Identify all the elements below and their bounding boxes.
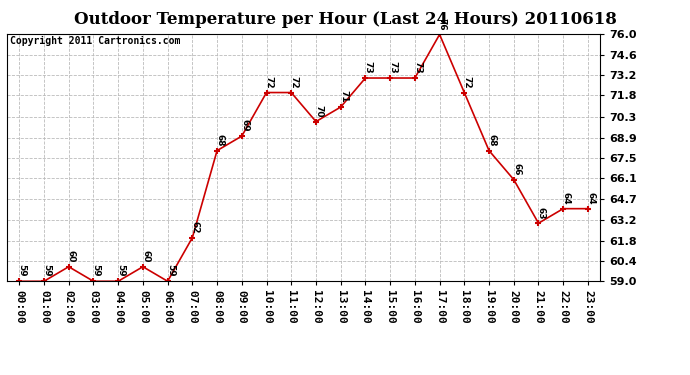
Text: 71: 71 <box>339 90 348 103</box>
Text: 60: 60 <box>67 250 76 262</box>
Text: 68: 68 <box>487 134 496 147</box>
Text: 60: 60 <box>141 250 150 262</box>
Text: 73: 73 <box>364 61 373 74</box>
Text: 76: 76 <box>438 18 447 30</box>
Text: 72: 72 <box>290 76 299 88</box>
Text: 73: 73 <box>388 61 397 74</box>
Text: Copyright 2011 Cartronics.com: Copyright 2011 Cartronics.com <box>10 36 180 46</box>
Text: 63: 63 <box>537 207 546 219</box>
Text: 62: 62 <box>190 221 199 234</box>
Text: 59: 59 <box>117 264 126 277</box>
Text: 72: 72 <box>462 76 471 88</box>
Text: 73: 73 <box>413 61 422 74</box>
Text: 59: 59 <box>42 264 51 277</box>
Text: 66: 66 <box>512 163 521 176</box>
Text: 70: 70 <box>314 105 323 117</box>
Text: 59: 59 <box>17 264 26 277</box>
Text: 64: 64 <box>562 192 571 204</box>
Text: 59: 59 <box>166 264 175 277</box>
Text: 64: 64 <box>586 192 595 204</box>
Text: 72: 72 <box>265 76 274 88</box>
Text: 68: 68 <box>215 134 224 147</box>
Text: 69: 69 <box>240 119 249 132</box>
Text: 59: 59 <box>92 264 101 277</box>
Text: Outdoor Temperature per Hour (Last 24 Hours) 20110618: Outdoor Temperature per Hour (Last 24 Ho… <box>74 11 616 28</box>
